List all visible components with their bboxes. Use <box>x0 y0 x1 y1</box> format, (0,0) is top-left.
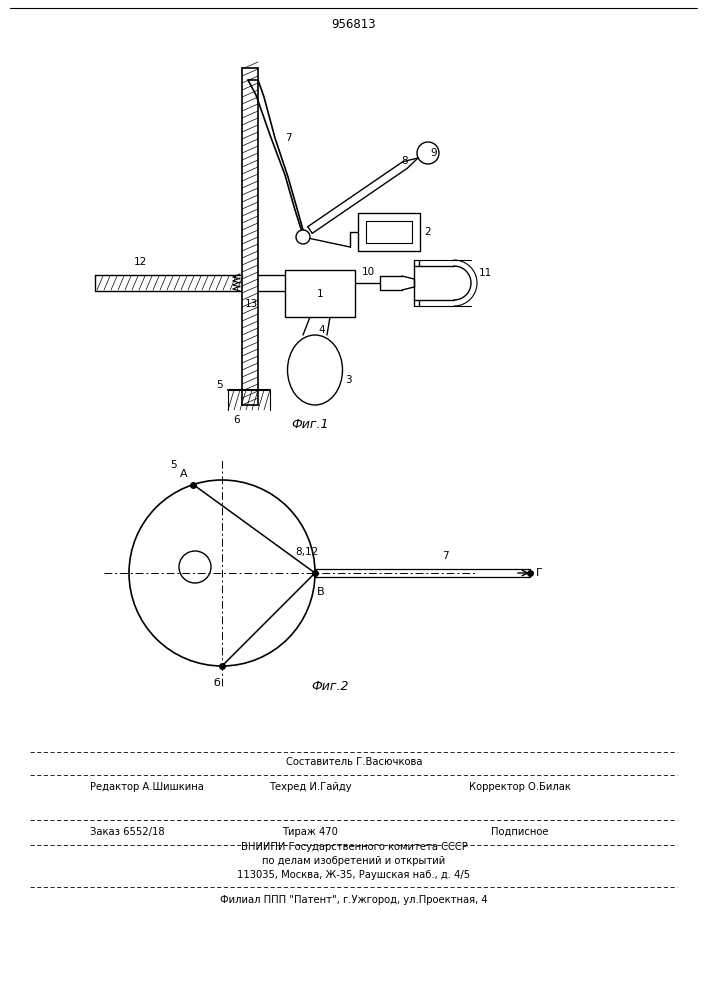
Text: Тираж 470: Тираж 470 <box>282 827 338 837</box>
Text: 8: 8 <box>402 156 408 166</box>
Text: 3: 3 <box>345 375 351 385</box>
Text: Составитель Г.Васючкова: Составитель Г.Васючкова <box>286 757 422 767</box>
Bar <box>358 213 420 251</box>
Text: 7: 7 <box>285 133 291 143</box>
Text: Г: Г <box>536 568 543 578</box>
Text: Фиг.2: Фиг.2 <box>311 680 349 693</box>
Text: 5: 5 <box>170 460 177 470</box>
Text: 113035, Москва, Ж-35, Раушская наб., д. 4/5: 113035, Москва, Ж-35, Раушская наб., д. … <box>238 870 471 880</box>
Text: 12: 12 <box>134 257 146 267</box>
Text: Подписное: Подписное <box>491 827 549 837</box>
Text: A: A <box>180 469 187 479</box>
Text: 1: 1 <box>317 289 323 299</box>
Text: 6: 6 <box>233 415 240 425</box>
Text: ВНИИПИ Государственного комитета СССР: ВНИИПИ Государственного комитета СССР <box>240 842 467 852</box>
Text: 5: 5 <box>216 380 223 390</box>
Bar <box>366 221 412 243</box>
Circle shape <box>296 230 310 244</box>
Text: б: б <box>214 678 221 688</box>
Text: 4: 4 <box>319 325 325 335</box>
Bar <box>285 270 355 317</box>
Text: Корректор О.Билак: Корректор О.Билак <box>469 782 571 792</box>
Text: 10: 10 <box>361 267 375 277</box>
Text: Техред И.Гайду: Техред И.Гайду <box>269 782 351 792</box>
Text: 8,12: 8,12 <box>296 547 319 557</box>
Text: 956813: 956813 <box>332 18 376 31</box>
Text: 13: 13 <box>245 299 258 309</box>
Text: по делам изобретений и открытий: по делам изобретений и открытий <box>262 856 445 866</box>
Text: Фиг.1: Фиг.1 <box>291 418 329 431</box>
Text: Филиал ППП "Патент", г.Ужгород, ул.Проектная, 4: Филиал ППП "Патент", г.Ужгород, ул.Проек… <box>220 895 488 905</box>
Text: 11: 11 <box>479 268 492 278</box>
Text: 9: 9 <box>430 148 437 158</box>
Text: Заказ 6552/18: Заказ 6552/18 <box>90 827 165 837</box>
Text: 2: 2 <box>424 227 431 237</box>
Text: 7: 7 <box>442 551 448 561</box>
Text: B: B <box>317 587 325 597</box>
Text: Редактор А.Шишкина: Редактор А.Шишкина <box>90 782 204 792</box>
